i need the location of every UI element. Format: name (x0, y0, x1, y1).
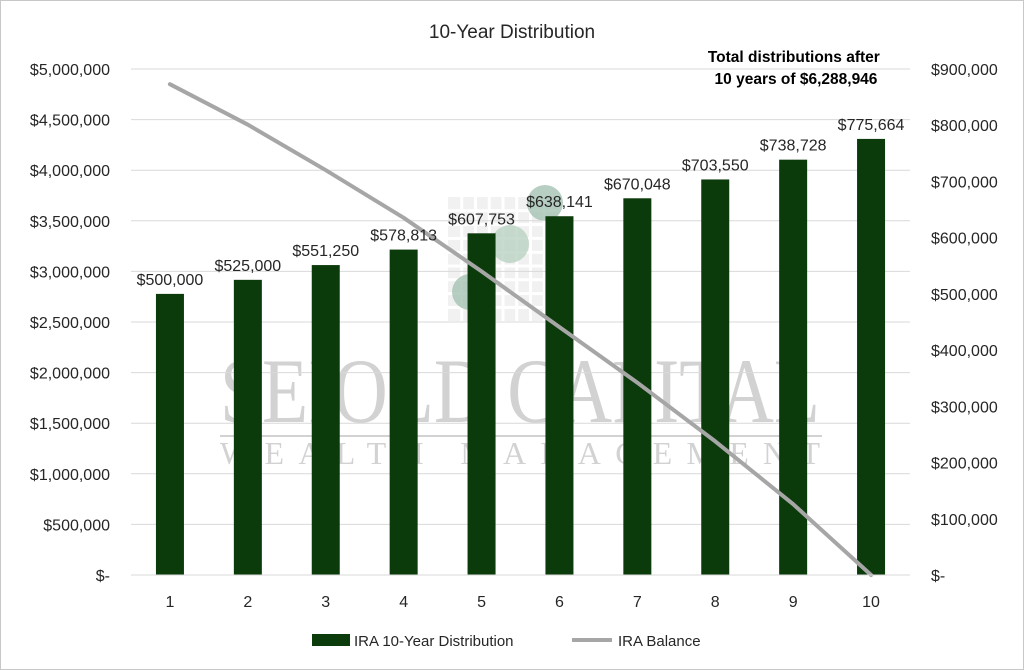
x-tick-label: 6 (555, 594, 564, 611)
y-left-tick-label: $4,000,000 (30, 163, 110, 180)
bar-ira-10-year-distribution (857, 138, 886, 575)
y-left-tick-label: $2,000,000 (30, 366, 110, 383)
bar-ira-10-year-distribution (701, 179, 730, 576)
bar-data-label: $500,000 (137, 272, 204, 289)
bar-data-label: $775,664 (838, 117, 905, 134)
y-right-tick-label: $300,000 (931, 399, 998, 416)
y-left-tick-label: $500,000 (43, 517, 110, 534)
x-tick-label: 3 (321, 594, 330, 611)
y-left-tick-label: $4,500,000 (30, 113, 110, 130)
bar-data-label: $551,250 (292, 243, 359, 260)
bar-data-label: $670,048 (604, 176, 671, 193)
chart-title: 10-Year Distribution (429, 22, 595, 43)
y-left-tick-label: $1,000,000 (30, 467, 110, 484)
x-tick-label: 9 (789, 594, 798, 611)
bar-ira-10-year-distribution (467, 233, 496, 576)
watermark-logo: SEIOLD CAPITAL WEALTH MANAGEMENT (220, 185, 822, 471)
bar-ira-10-year-distribution (155, 293, 184, 575)
bar-ira-10-year-distribution (233, 279, 262, 575)
x-tick-label: 7 (633, 594, 642, 611)
bar-data-label: $578,813 (370, 228, 437, 245)
y-left-tick-label: $5,000,000 (30, 62, 110, 79)
legend: IRA 10-Year Distribution IRA Balance (312, 633, 701, 650)
bar-data-label: $703,550 (682, 157, 749, 174)
y-left-tick-label: $- (96, 568, 110, 585)
y-right-tick-label: $700,000 (931, 174, 998, 191)
watermark-sphere (491, 225, 529, 263)
x-tick-label: 4 (399, 594, 408, 611)
bar-ira-10-year-distribution (311, 265, 340, 575)
bar-data-label: $607,753 (448, 211, 515, 228)
x-tick-label: 1 (165, 594, 174, 611)
watermark-sphere (527, 185, 563, 221)
bar-data-label: $738,728 (760, 138, 827, 155)
y-right-tick-label: $200,000 (931, 456, 998, 473)
bar-ira-10-year-distribution (623, 198, 652, 575)
y-right-tick-label: $500,000 (931, 287, 998, 304)
watermark-text-line1: SEIOLD CAPITAL (220, 340, 820, 442)
bar-data-label: $638,141 (526, 194, 593, 211)
annotation-line-1: Total distributions after (708, 49, 880, 66)
x-tick-label: 10 (862, 594, 880, 611)
legend-label-balance: IRA Balance (618, 633, 701, 650)
y-left-tick-label: $2,500,000 (30, 315, 110, 332)
y-right-tick-label: $600,000 (931, 231, 998, 248)
y-right-tick-label: $800,000 (931, 118, 998, 135)
y-left-tick-label: $1,500,000 (30, 416, 110, 433)
legend-label-distribution: IRA 10-Year Distribution (354, 633, 514, 650)
line-ira-balance (167, 82, 874, 577)
legend-swatch-bar (312, 634, 350, 646)
y-left-tick-label: $3,500,000 (30, 214, 110, 231)
y-right-tick-label: $- (931, 568, 945, 585)
annotation-line-2: 10 years of $6,288,946 (715, 71, 878, 88)
total-distributions-annotation: Total distributions after 10 years of $6… (708, 49, 884, 88)
x-tick-label: 8 (711, 594, 720, 611)
y-left-tick-label: $3,000,000 (30, 264, 110, 281)
bar-ira-10-year-distribution (389, 249, 418, 575)
y-right-tick-label: $100,000 (931, 512, 998, 529)
bar-data-label: $525,000 (214, 258, 281, 275)
x-tick-label: 5 (477, 594, 486, 611)
y-right-tick-label: $900,000 (931, 62, 998, 79)
y-right-tick-label: $400,000 (931, 343, 998, 360)
x-tick-label: 2 (243, 594, 252, 611)
bar-ira-10-year-distribution (545, 216, 574, 575)
